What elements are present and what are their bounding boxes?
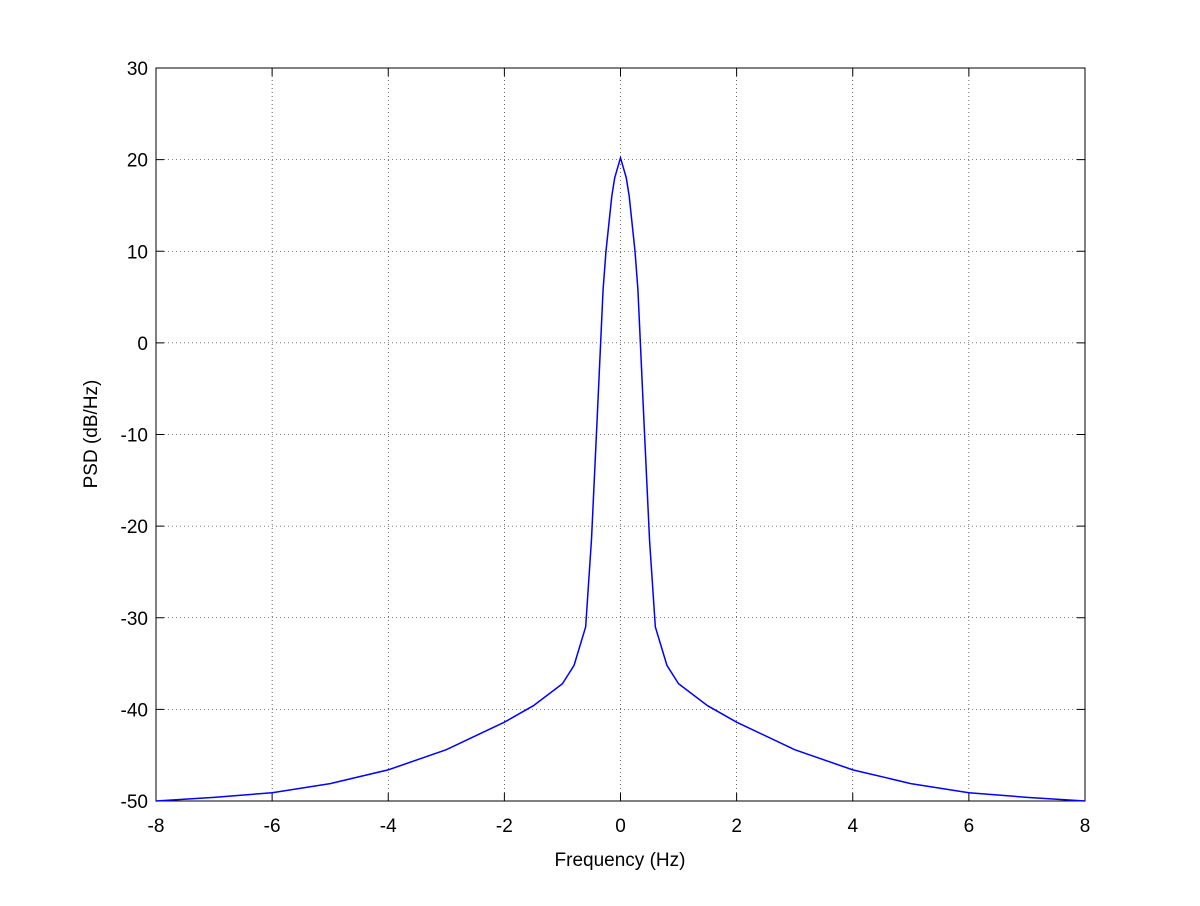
- y-axis-label: PSD (dB/Hz): [81, 380, 102, 489]
- y-tick-label: 20: [127, 151, 148, 172]
- x-axis-label: Frequency (Hz): [555, 850, 686, 871]
- y-tick-label: -10: [121, 426, 148, 447]
- data-line: [155, 155, 1086, 802]
- y-tick-label: -20: [121, 517, 148, 538]
- x-tick-label: 0: [615, 816, 626, 837]
- y-tick-label: 0: [137, 334, 148, 355]
- y-tick-label: 10: [127, 242, 148, 263]
- x-tick-label: 4: [847, 816, 858, 837]
- y-tick-label: -30: [121, 609, 148, 630]
- y-tick-label: 30: [127, 59, 148, 80]
- x-tick-label: 2: [731, 816, 742, 837]
- x-tick-label: -2: [496, 816, 513, 837]
- x-tick-label: 6: [964, 816, 975, 837]
- x-tick-label: -4: [380, 816, 397, 837]
- x-tick-label: -8: [148, 816, 165, 837]
- x-tick-label: -6: [264, 816, 281, 837]
- y-tick-label: -50: [121, 792, 148, 813]
- y-tick-label: -40: [121, 700, 148, 721]
- plot-frame: [155, 67, 1086, 802]
- x-tick-label: 8: [1080, 816, 1091, 837]
